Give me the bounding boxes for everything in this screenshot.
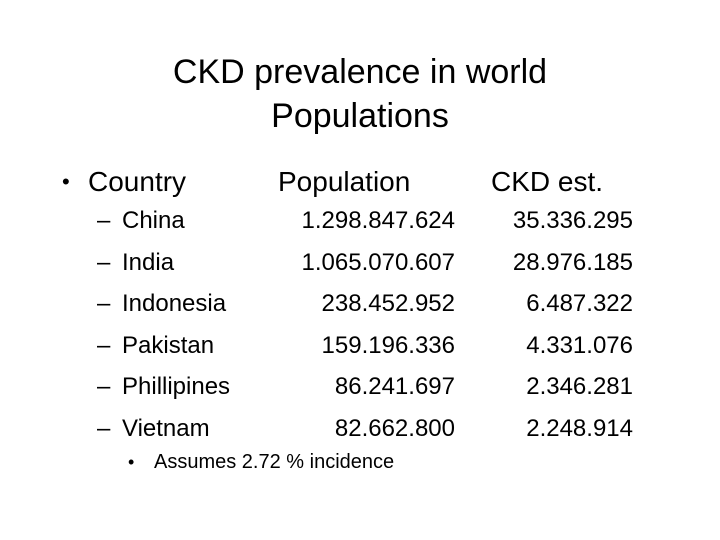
country-name: Pakistan bbox=[122, 331, 215, 359]
ckd-value: 4.331.076 bbox=[526, 331, 633, 359]
ckd-value: 2.346.281 bbox=[526, 373, 633, 401]
dash-marker: – bbox=[97, 290, 111, 318]
table-row: – India 1.065.070.607 28.976.185 bbox=[0, 242, 720, 284]
table-row: – Indonesia 238.452.952 6.487.322 bbox=[0, 283, 720, 325]
slide-title-line-1: CKD prevalence in world bbox=[172, 53, 548, 91]
country-name: Indonesia bbox=[122, 290, 227, 318]
slide-title-line-2: Populations bbox=[271, 97, 449, 135]
country-name: Vietnam bbox=[122, 414, 210, 442]
population-value: 82.662.800 bbox=[334, 414, 455, 442]
country-table: – China 1.298.847.624 35.336.295 – India… bbox=[0, 200, 720, 450]
header-population: Population bbox=[278, 166, 411, 197]
dash-marker: – bbox=[97, 248, 111, 276]
population-value: 238.452.952 bbox=[321, 290, 455, 318]
table-header: • Country Population CKD est. bbox=[0, 164, 720, 200]
incidence-note: • Assumes 2.72 % incidence bbox=[128, 449, 394, 475]
country-name: India bbox=[122, 248, 175, 276]
header-country: Country bbox=[88, 166, 187, 197]
dash-marker: – bbox=[97, 331, 111, 359]
table-row: – China 1.298.847.624 35.336.295 bbox=[0, 200, 720, 242]
bullet-marker: • bbox=[62, 169, 70, 194]
country-name: China bbox=[122, 207, 185, 234]
ckd-value: 35.336.295 bbox=[512, 207, 633, 234]
note-text: Assumes 2.72 % incidence bbox=[154, 451, 395, 473]
ckd-value: 2.248.914 bbox=[526, 414, 633, 442]
ckd-value: 28.976.185 bbox=[512, 248, 633, 276]
ckd-value: 6.487.322 bbox=[526, 290, 633, 318]
population-value: 159.196.336 bbox=[321, 331, 455, 359]
table-row: – Vietnam 82.662.800 2.248.914 bbox=[0, 408, 720, 450]
header-ckd-est: CKD est. bbox=[491, 166, 604, 197]
population-value: 1.298.847.624 bbox=[301, 207, 455, 234]
dash-marker: – bbox=[97, 414, 111, 442]
dash-marker: – bbox=[97, 373, 111, 401]
note-bullet-marker: • bbox=[128, 452, 135, 472]
table-row: – Phillipines 86.241.697 2.346.281 bbox=[0, 366, 720, 408]
table-row: – Pakistan 159.196.336 4.331.076 bbox=[0, 325, 720, 367]
dash-marker: – bbox=[97, 207, 111, 234]
slide-title: CKD prevalence in world Populations bbox=[0, 50, 720, 138]
population-value: 86.241.697 bbox=[334, 373, 455, 401]
country-name: Phillipines bbox=[122, 373, 231, 401]
population-value: 1.065.070.607 bbox=[301, 248, 455, 276]
